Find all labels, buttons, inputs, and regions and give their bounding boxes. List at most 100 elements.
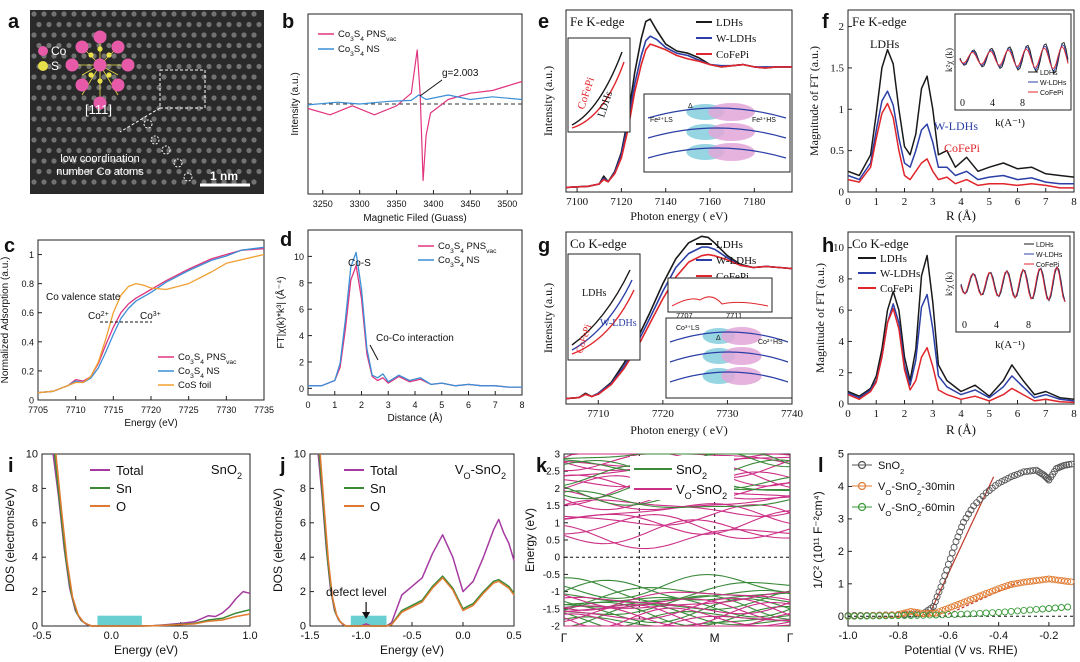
fit-peak-high	[708, 123, 755, 141]
atom-dot	[126, 84, 132, 91]
band-line	[563, 453, 791, 461]
atom-lattice	[31, 11, 262, 185]
fit-peak-high	[721, 367, 762, 385]
atom-dot	[216, 168, 222, 175]
atom-dot	[36, 84, 42, 91]
atom-dot	[106, 21, 112, 28]
atom-dot	[81, 32, 87, 38]
x-tick-label-d: 6	[466, 400, 471, 410]
data-point-1	[995, 585, 1003, 593]
atom-dot	[226, 126, 232, 133]
data-point-1	[966, 596, 974, 604]
atom-dot	[151, 179, 157, 185]
atom-dot	[191, 95, 197, 101]
legend-label-i: Sn	[116, 481, 132, 496]
band-gap-box-i	[97, 615, 142, 626]
atom-dot	[251, 179, 257, 185]
atom-dot	[31, 158, 37, 164]
data-point-2	[1007, 607, 1015, 615]
x-tick-label-e: 7140	[655, 196, 678, 208]
atom-dot	[91, 179, 97, 185]
x-axis-label-h: R (Å)	[946, 422, 976, 437]
fit-envelope	[647, 127, 787, 139]
x-tick-label-d: 7	[493, 400, 498, 410]
atom-dot	[231, 11, 237, 17]
vacancy-marker	[183, 172, 193, 182]
atom-dot	[81, 11, 87, 17]
panel-d: 0 1 2 3 4 5 6 7 8 0 2 4 6 8 10 Distance (Å) FT|χ(k)*k³| …	[274, 229, 525, 424]
data-point-0	[1042, 474, 1050, 481]
atom-dot	[241, 32, 247, 38]
legend-label-i: O	[116, 499, 126, 514]
atom-dot	[191, 116, 197, 122]
data-point-0	[1068, 460, 1075, 468]
co3-label: Co3+	[140, 311, 161, 323]
atom-dot	[146, 42, 152, 49]
kpoint-label: M	[710, 631, 720, 645]
crystal-model	[65, 30, 135, 110]
panel-label: e	[538, 11, 549, 33]
atom-dot	[251, 53, 257, 59]
inset-g-curve-1	[571, 269, 631, 346]
atom-dot	[121, 116, 127, 122]
atom-dot	[226, 63, 232, 70]
y-tick-label-c: 0.4	[21, 337, 34, 347]
atom-dot	[46, 105, 52, 112]
x-tick-label-c: 7735	[254, 405, 274, 415]
atom-dot	[71, 116, 77, 122]
series-line-i-1	[53, 453, 251, 627]
atom-dot	[191, 53, 197, 59]
x-tick-label-c: 7705	[28, 405, 48, 415]
legend-bg-k	[630, 456, 734, 500]
atom-dot	[241, 11, 247, 17]
atom-dot	[181, 137, 187, 143]
atom-dot	[136, 147, 142, 154]
atom-dot	[116, 21, 122, 28]
atom-dot	[241, 116, 247, 122]
atom-dot	[191, 137, 197, 143]
atom-dot	[186, 126, 192, 133]
atom-dot	[231, 158, 237, 164]
data-point-0	[1036, 469, 1044, 477]
atom-dot	[201, 11, 207, 17]
atom-dot	[181, 11, 187, 17]
x-tick-label-f: 8	[1071, 196, 1077, 208]
series-line-f-0	[847, 48, 1075, 178]
atom-dot	[236, 147, 242, 154]
panel-label: j	[279, 455, 286, 477]
atom-dot	[231, 32, 237, 38]
panel-e: 7100 7120 7140 7160 7180 Photon energy ( eV) I…	[541, 9, 793, 223]
x-tick-label-b: 3500	[497, 199, 517, 209]
plot-frame-l	[847, 453, 1075, 627]
x-tick-label-b: 3300	[350, 199, 370, 209]
panel-label: f	[822, 11, 829, 33]
note-line1: low coordination	[60, 153, 140, 165]
atom-dot	[36, 147, 42, 154]
x-tick-label-f: 3	[930, 196, 936, 208]
inset-legend-label-f: W-LDHs	[1040, 80, 1067, 87]
y-tick-label-l: 3	[838, 513, 844, 525]
y-tick-label-j: 6	[300, 517, 306, 529]
inset-curve-1	[571, 51, 623, 126]
atom-dot	[236, 21, 242, 28]
data-point-1	[1067, 578, 1075, 586]
y-tick-label-f: 0	[839, 187, 845, 199]
atom-dot	[201, 158, 207, 164]
atom-dot	[61, 11, 67, 17]
data-point-2	[1064, 603, 1072, 611]
atom-dot	[136, 168, 142, 175]
atom-dot	[36, 168, 42, 175]
atom-dot	[161, 137, 167, 143]
atom-dot	[66, 42, 72, 49]
data-point-2	[976, 609, 984, 617]
x-tick-label-h: 7	[1043, 408, 1049, 420]
atom-dot	[51, 11, 57, 17]
atom-dot	[186, 147, 192, 154]
data-point-0	[931, 598, 939, 606]
data-point-1	[1004, 582, 1012, 589]
atom-dot	[216, 84, 222, 91]
atom-dot	[176, 168, 182, 175]
atom-dot	[41, 158, 47, 164]
atom-dot	[251, 116, 257, 122]
zone-axis-label: [111]	[85, 102, 112, 117]
